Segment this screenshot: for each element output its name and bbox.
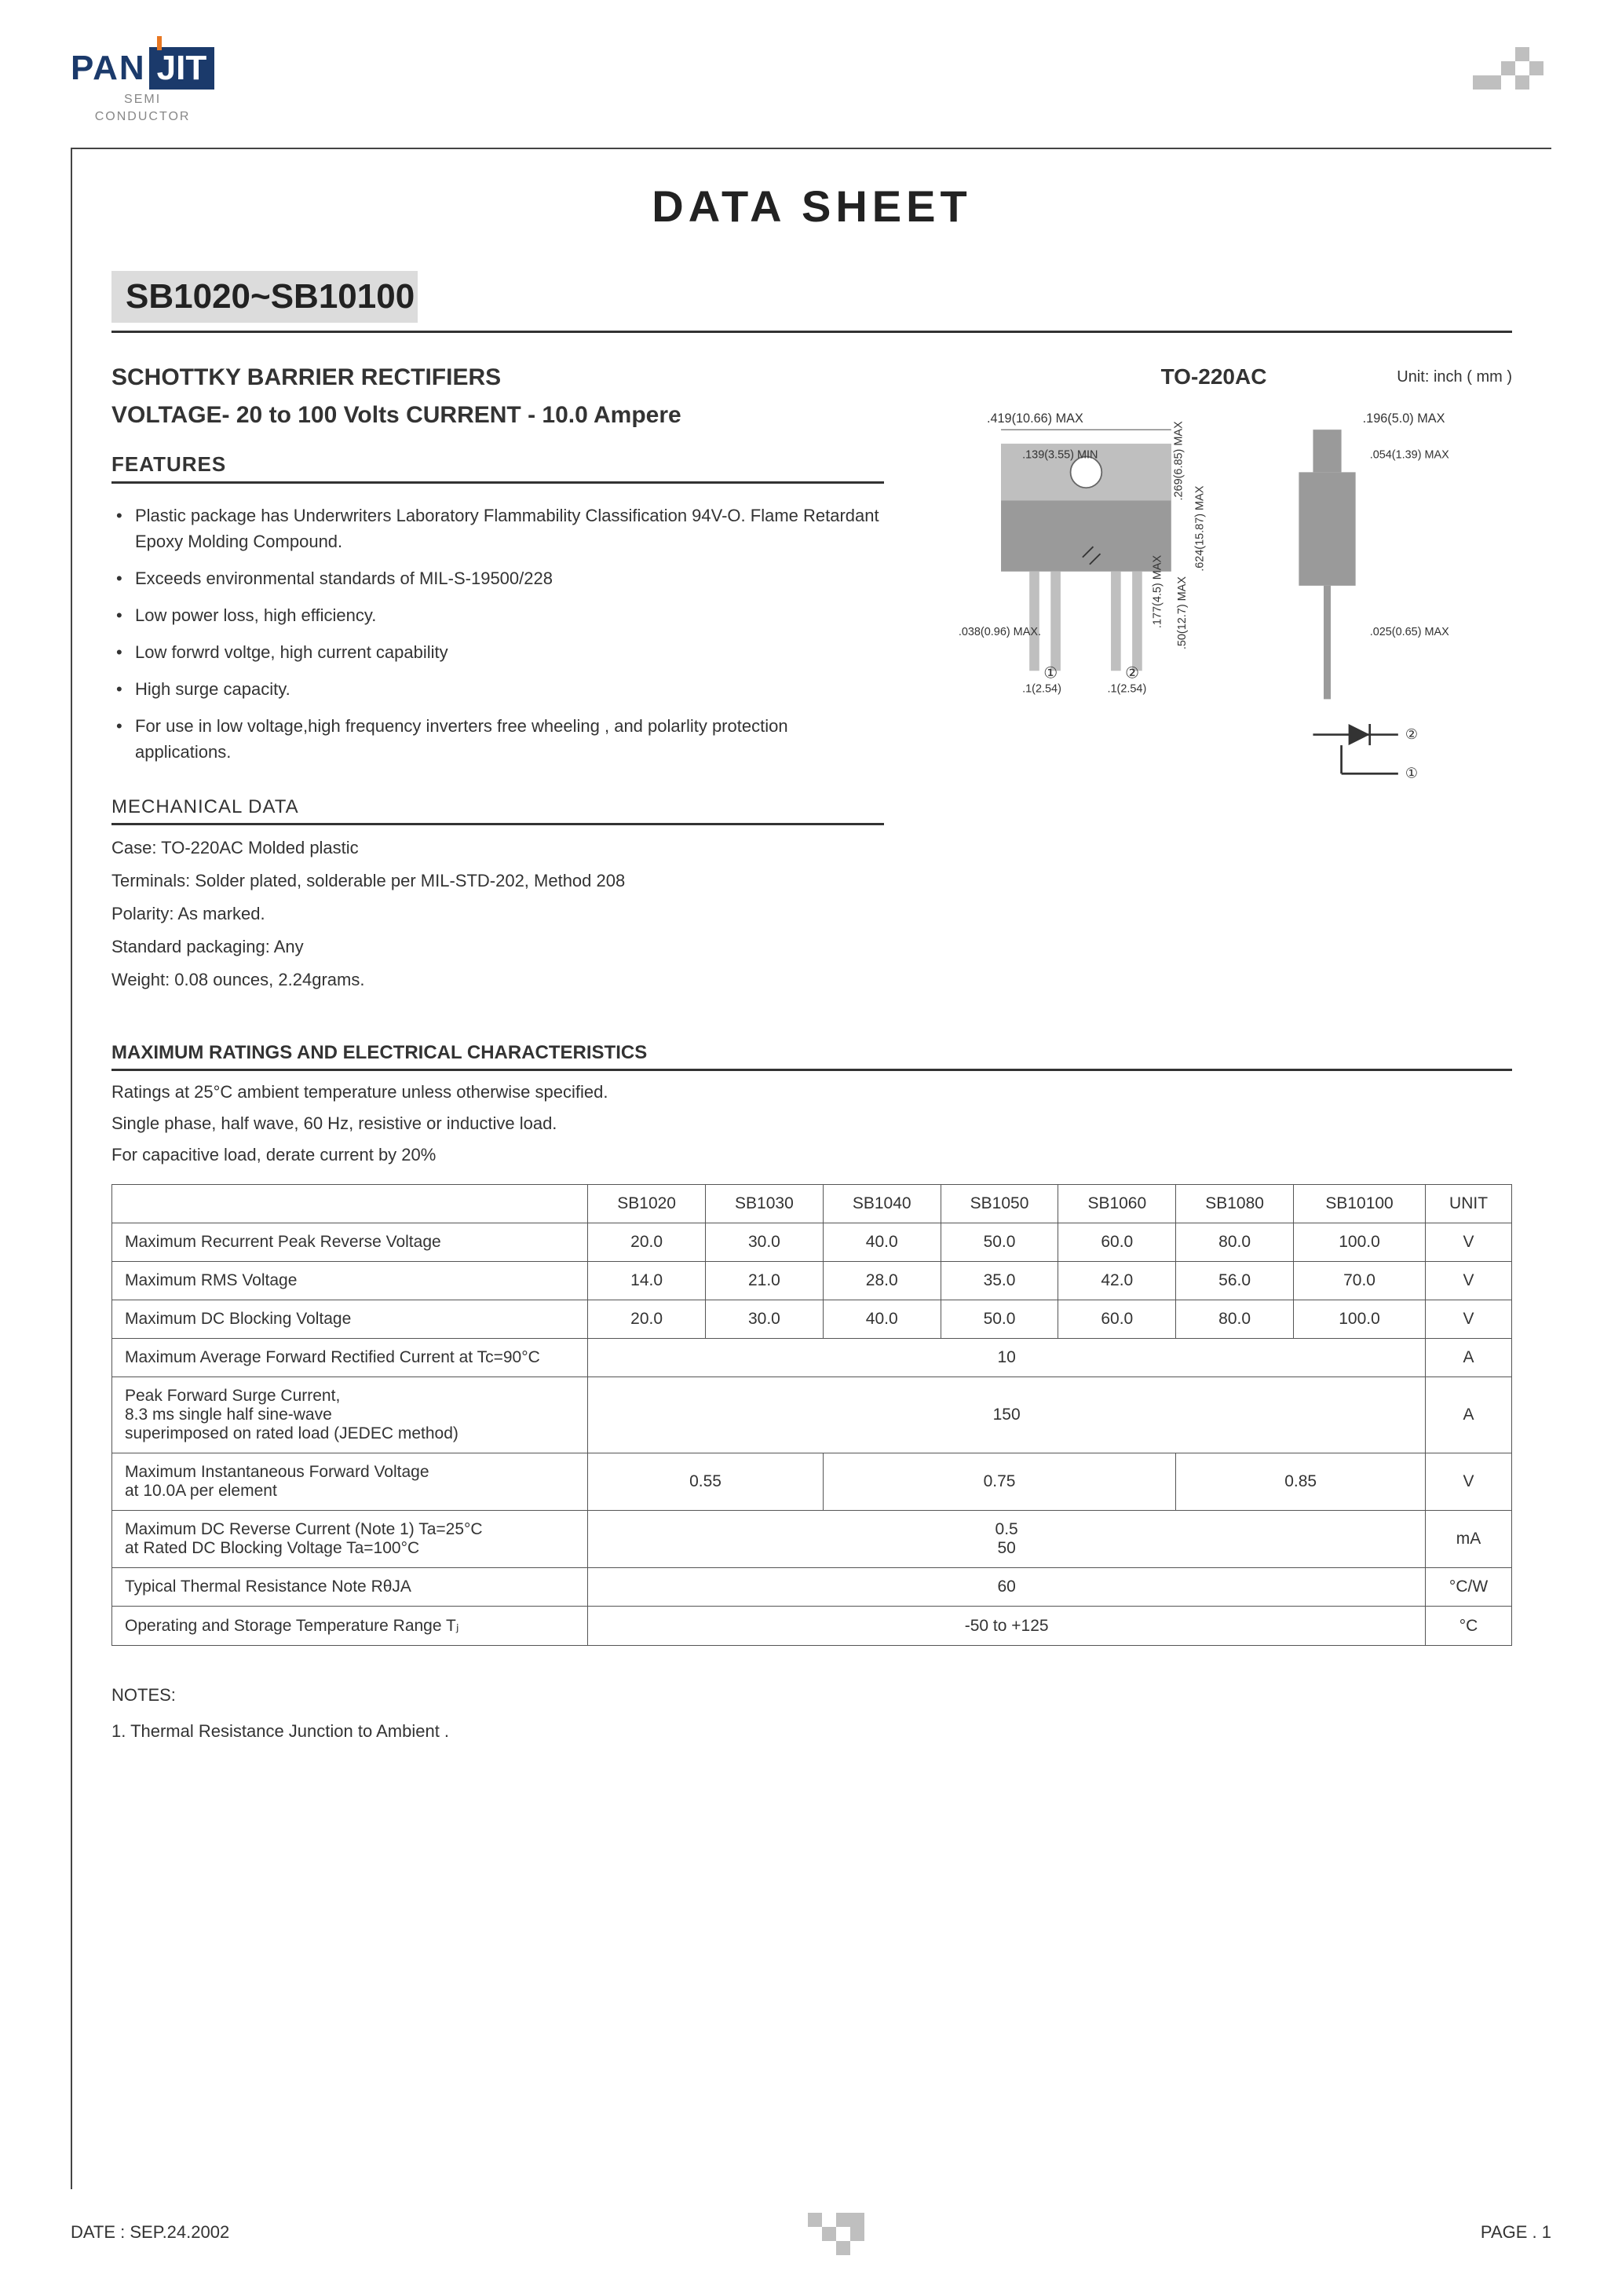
mechanical-line: Polarity: As marked. [111, 904, 884, 924]
part-number-range: SB1020~SB10100 [111, 271, 418, 323]
logo-text-pan: PAN [71, 49, 146, 88]
features-heading: FEATURES [111, 452, 884, 484]
left-column: SCHOTTKY BARRIER RECTIFIERS VOLTAGE- 20 … [111, 364, 884, 1003]
page-footer: DATE : SEP.24.2002 PAGE . 1 [71, 2213, 1551, 2252]
svg-text:.269(6.85) MAX: .269(6.85) MAX [1172, 421, 1185, 500]
decorative-squares-top [1473, 47, 1551, 110]
table-row: Maximum DC Blocking Voltage 20.0 30.0 40… [112, 1300, 1512, 1339]
feature-item: Low forwrd voltge, high current capabili… [135, 639, 884, 665]
ratings-condition: Ratings at 25°C ambient temperature unle… [111, 1082, 1512, 1102]
table-row: Typical Thermal Resistance Note RθJA 60 … [112, 1568, 1512, 1607]
page-header: PAN JIT SEMI CONDUCTOR [71, 47, 1551, 124]
svg-text:.025(0.65) MAX: .025(0.65) MAX [1370, 626, 1449, 638]
logo-subtext-1: SEMI [124, 93, 161, 107]
table-row: Operating and Storage Temperature Range … [112, 1607, 1512, 1646]
table-row: Maximum Average Forward Rectified Curren… [112, 1339, 1512, 1377]
table-row: Maximum Recurrent Peak Reverse Voltage 2… [112, 1223, 1512, 1262]
mechanical-line: Weight: 0.08 ounces, 2.24grams. [111, 970, 884, 990]
svg-text:.624(15.87) MAX: .624(15.87) MAX [1193, 485, 1206, 572]
svg-text:②: ② [1125, 664, 1139, 682]
logo-subtext-2: CONDUCTOR [95, 110, 191, 124]
category-heading: SCHOTTKY BARRIER RECTIFIERS [111, 364, 884, 391]
note-item: 1. Thermal Resistance Junction to Ambien… [111, 1721, 1512, 1742]
mechanical-line: Standard packaging: Any [111, 937, 884, 957]
ratings-table: SB1020 SB1030 SB1040 SB1050 SB1060 SB108… [111, 1184, 1512, 1646]
feature-item: Plastic package has Underwriters Laborat… [135, 503, 884, 554]
stacked-cell: 0.5 50 [588, 1511, 1426, 1568]
mechanical-heading: MECHANICAL DATA [111, 796, 884, 825]
svg-text:①: ① [1043, 664, 1058, 682]
mechanical-line: Case: TO-220AC Molded plastic [111, 838, 884, 858]
document-title: DATA SHEET [111, 181, 1512, 232]
feature-item: Low power loss, high efficiency. [135, 602, 884, 628]
table-row: Maximum RMS Voltage 14.0 21.0 28.0 35.0 … [112, 1262, 1512, 1300]
footer-page: PAGE . 1 [1481, 2222, 1551, 2243]
ratings-condition: Single phase, half wave, 60 Hz, resistiv… [111, 1113, 1512, 1134]
logo-accent-icon [157, 36, 162, 50]
svg-text:.50(12.7) MAX: .50(12.7) MAX [1176, 576, 1189, 649]
footer-date: DATE : SEP.24.2002 [71, 2222, 229, 2243]
logo-text-jit: JIT [149, 47, 215, 90]
package-name: TO-220AC [1114, 364, 1313, 389]
svg-text:②: ② [1405, 726, 1418, 742]
table-row: Maximum Instantaneous Forward Voltage at… [112, 1453, 1512, 1511]
unit-note: Unit: inch ( mm ) [1313, 368, 1512, 386]
table-row: Peak Forward Surge Current, 8.3 ms singl… [112, 1377, 1512, 1453]
feature-item: High surge capacity. [135, 676, 884, 702]
ratings-heading: MAXIMUM RATINGS AND ELECTRICAL CHARACTER… [111, 1042, 1512, 1071]
svg-text:.196(5.0) MAX: .196(5.0) MAX [1363, 411, 1445, 426]
notes-heading: NOTES: [111, 1685, 1512, 1706]
feature-item: Exceeds environmental standards of MIL-S… [135, 565, 884, 591]
svg-text:.054(1.39) MAX: .054(1.39) MAX [1370, 448, 1449, 461]
mechanical-line: Terminals: Solder plated, solderable per… [111, 871, 884, 891]
ratings-condition: For capacitive load, derate current by 2… [111, 1145, 1512, 1165]
package-column: TO-220AC Unit: inch ( mm ) [915, 364, 1512, 1003]
company-logo: PAN JIT SEMI CONDUCTOR [71, 47, 214, 124]
svg-text:.177(4.5) MAX: .177(4.5) MAX [1151, 555, 1164, 628]
features-list: Plastic package has Underwriters Laborat… [111, 503, 884, 765]
package-outline-diagram: .419(10.66) MAX .139(3.55) MIN .269(6.85… [915, 394, 1512, 834]
svg-text:①: ① [1405, 766, 1418, 781]
datasheet-frame: DATA SHEET SB1020~SB10100 SCHOTTKY BARRI… [71, 148, 1551, 2189]
svg-text:.139(3.55) MIN: .139(3.55) MIN [1022, 448, 1098, 461]
svg-text:.1(2.54): .1(2.54) [1022, 682, 1061, 695]
svg-text:.038(0.96) MAX.: .038(0.96) MAX. [959, 626, 1041, 638]
feature-item: For use in low voltage,high frequency in… [135, 713, 884, 765]
svg-text:.1(2.54): .1(2.54) [1108, 682, 1147, 695]
spec-summary: VOLTAGE- 20 to 100 Volts CURRENT - 10.0 … [111, 402, 884, 429]
decorative-squares-bottom [808, 2213, 902, 2252]
table-row: Maximum DC Reverse Current (Note 1) Ta=2… [112, 1511, 1512, 1568]
divider [111, 331, 1512, 333]
svg-text:.419(10.66) MAX: .419(10.66) MAX [987, 411, 1083, 426]
table-header-row: SB1020 SB1030 SB1040 SB1050 SB1060 SB108… [112, 1185, 1512, 1223]
